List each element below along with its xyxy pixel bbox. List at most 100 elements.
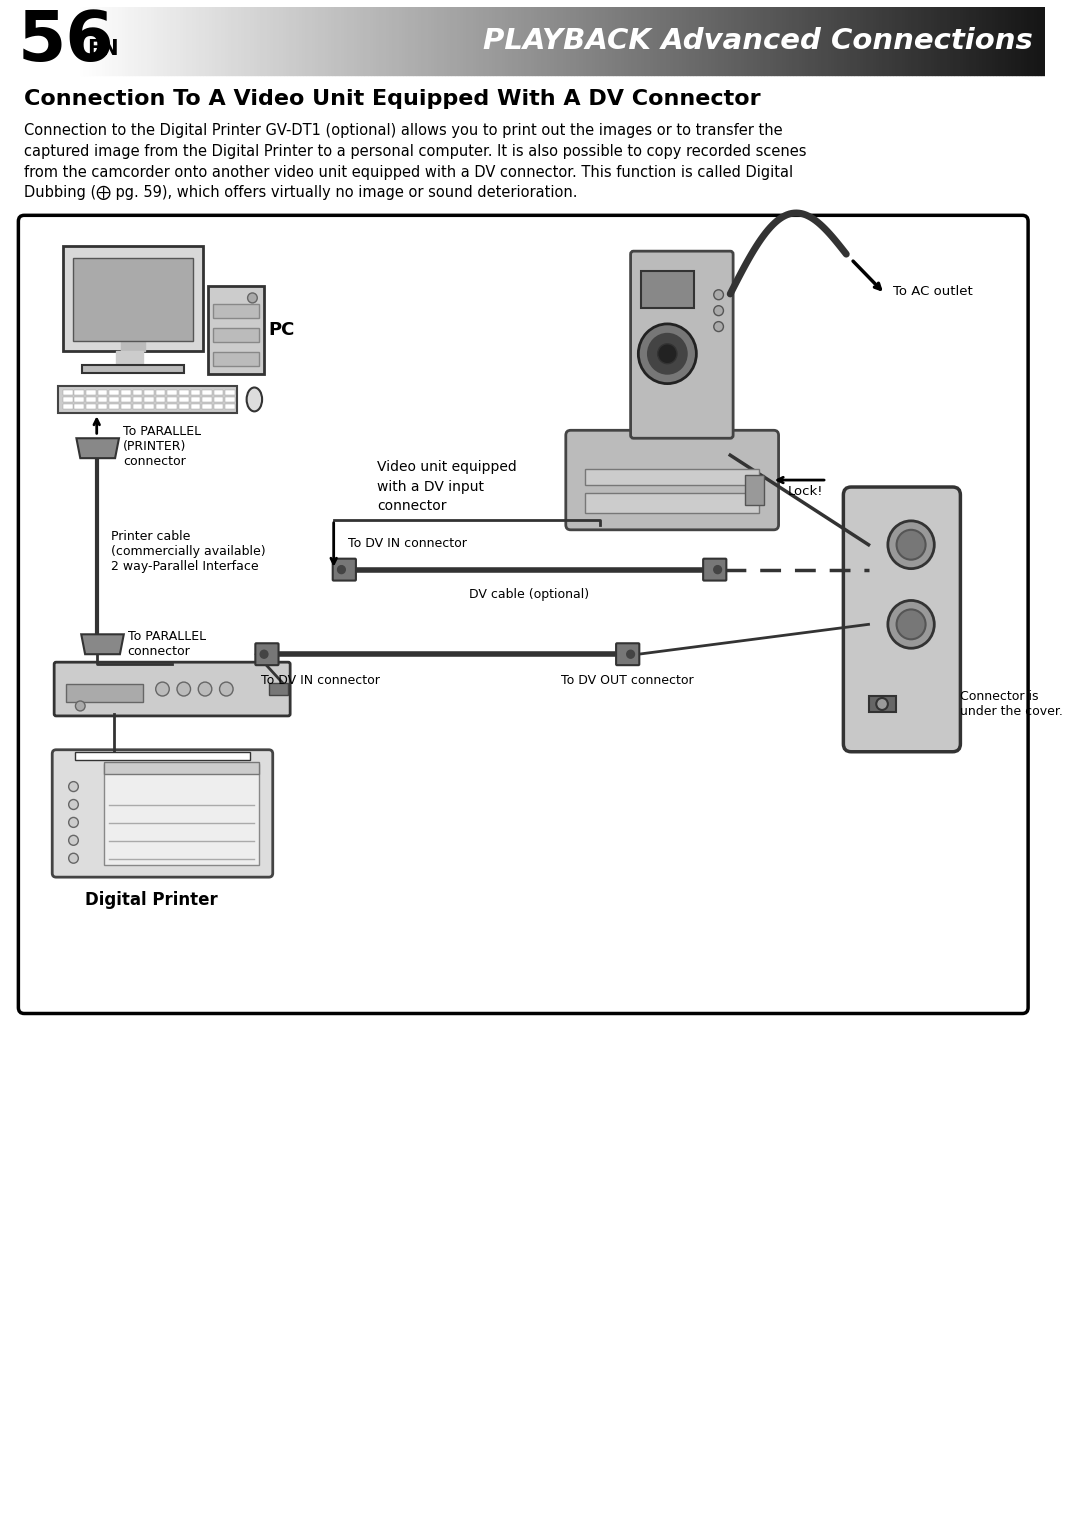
Bar bbox=[519, 8, 523, 75]
FancyBboxPatch shape bbox=[703, 558, 727, 581]
Bar bbox=[307, 8, 310, 75]
Bar bbox=[913, 8, 916, 75]
Bar bbox=[819, 8, 822, 75]
Bar bbox=[599, 8, 603, 75]
Bar bbox=[121, 391, 131, 396]
Bar bbox=[400, 8, 403, 75]
Bar bbox=[156, 391, 165, 396]
Bar bbox=[435, 8, 438, 75]
Bar bbox=[72, 258, 193, 340]
Text: PC: PC bbox=[269, 320, 295, 339]
Bar bbox=[278, 8, 281, 75]
Bar bbox=[213, 351, 259, 365]
Bar bbox=[281, 8, 284, 75]
Bar bbox=[63, 405, 72, 409]
Bar bbox=[121, 397, 131, 403]
Bar bbox=[213, 328, 259, 342]
Bar bbox=[773, 8, 777, 75]
FancyBboxPatch shape bbox=[255, 644, 279, 665]
Bar bbox=[786, 8, 789, 75]
Bar bbox=[896, 8, 900, 75]
Bar bbox=[269, 684, 288, 694]
Bar bbox=[606, 8, 609, 75]
Bar bbox=[529, 8, 532, 75]
Bar bbox=[248, 8, 252, 75]
Bar bbox=[87, 8, 91, 75]
Bar bbox=[471, 8, 474, 75]
Bar bbox=[252, 8, 255, 75]
Bar bbox=[390, 8, 393, 75]
Bar bbox=[554, 8, 557, 75]
Bar bbox=[1018, 8, 1022, 75]
Bar bbox=[481, 8, 484, 75]
Bar bbox=[97, 391, 107, 396]
Bar bbox=[510, 8, 513, 75]
Text: To PARALLEL
(PRINTER)
connector: To PARALLEL (PRINTER) connector bbox=[123, 425, 201, 468]
Bar bbox=[983, 8, 986, 75]
Bar bbox=[523, 8, 526, 75]
Bar bbox=[86, 391, 96, 396]
Bar bbox=[167, 397, 177, 403]
Bar bbox=[706, 8, 710, 75]
Bar bbox=[671, 8, 674, 75]
Bar bbox=[133, 391, 143, 396]
Bar bbox=[544, 8, 548, 75]
Bar bbox=[726, 8, 729, 75]
Bar bbox=[161, 8, 164, 75]
Bar bbox=[883, 8, 887, 75]
Bar bbox=[174, 8, 177, 75]
Bar bbox=[687, 8, 690, 75]
Bar bbox=[854, 8, 858, 75]
Bar bbox=[723, 8, 726, 75]
Bar bbox=[570, 8, 573, 75]
Bar bbox=[964, 8, 968, 75]
Bar bbox=[976, 8, 980, 75]
Bar bbox=[596, 8, 599, 75]
Bar bbox=[677, 8, 680, 75]
Bar bbox=[409, 8, 413, 75]
Bar bbox=[474, 8, 477, 75]
Bar bbox=[526, 8, 529, 75]
Text: Printer cable
(commercially available)
2 way-Parallel Interface: Printer cable (commercially available) 2… bbox=[111, 530, 266, 573]
Bar bbox=[156, 397, 165, 403]
Bar bbox=[745, 8, 748, 75]
Circle shape bbox=[658, 343, 677, 363]
Text: To AC outlet: To AC outlet bbox=[893, 285, 972, 299]
Bar bbox=[945, 8, 948, 75]
Bar bbox=[664, 8, 667, 75]
Bar bbox=[135, 8, 138, 75]
Bar bbox=[413, 8, 416, 75]
Bar bbox=[770, 8, 773, 75]
Bar bbox=[858, 8, 861, 75]
Bar bbox=[900, 8, 903, 75]
Bar bbox=[680, 8, 684, 75]
Bar bbox=[697, 8, 700, 75]
Bar bbox=[190, 391, 200, 396]
Text: DV cable (optional): DV cable (optional) bbox=[469, 587, 589, 601]
Bar bbox=[208, 287, 264, 374]
Circle shape bbox=[648, 334, 687, 374]
Text: Lock!: Lock! bbox=[788, 484, 824, 498]
Bar bbox=[861, 8, 864, 75]
Bar bbox=[432, 8, 435, 75]
Bar bbox=[551, 8, 554, 75]
Bar bbox=[1005, 8, 1009, 75]
Bar bbox=[612, 8, 616, 75]
Bar bbox=[690, 8, 693, 75]
Bar bbox=[180, 8, 184, 75]
Bar bbox=[145, 8, 148, 75]
Circle shape bbox=[896, 610, 926, 639]
Bar bbox=[996, 8, 999, 75]
Bar bbox=[154, 8, 158, 75]
Bar bbox=[619, 8, 622, 75]
Circle shape bbox=[199, 682, 212, 696]
Bar bbox=[133, 397, 143, 403]
Bar bbox=[825, 8, 828, 75]
Bar bbox=[951, 8, 955, 75]
Bar bbox=[585, 494, 759, 514]
Bar bbox=[451, 8, 455, 75]
Bar bbox=[226, 8, 229, 75]
Bar bbox=[239, 8, 242, 75]
FancyBboxPatch shape bbox=[54, 662, 291, 716]
Bar bbox=[235, 8, 239, 75]
